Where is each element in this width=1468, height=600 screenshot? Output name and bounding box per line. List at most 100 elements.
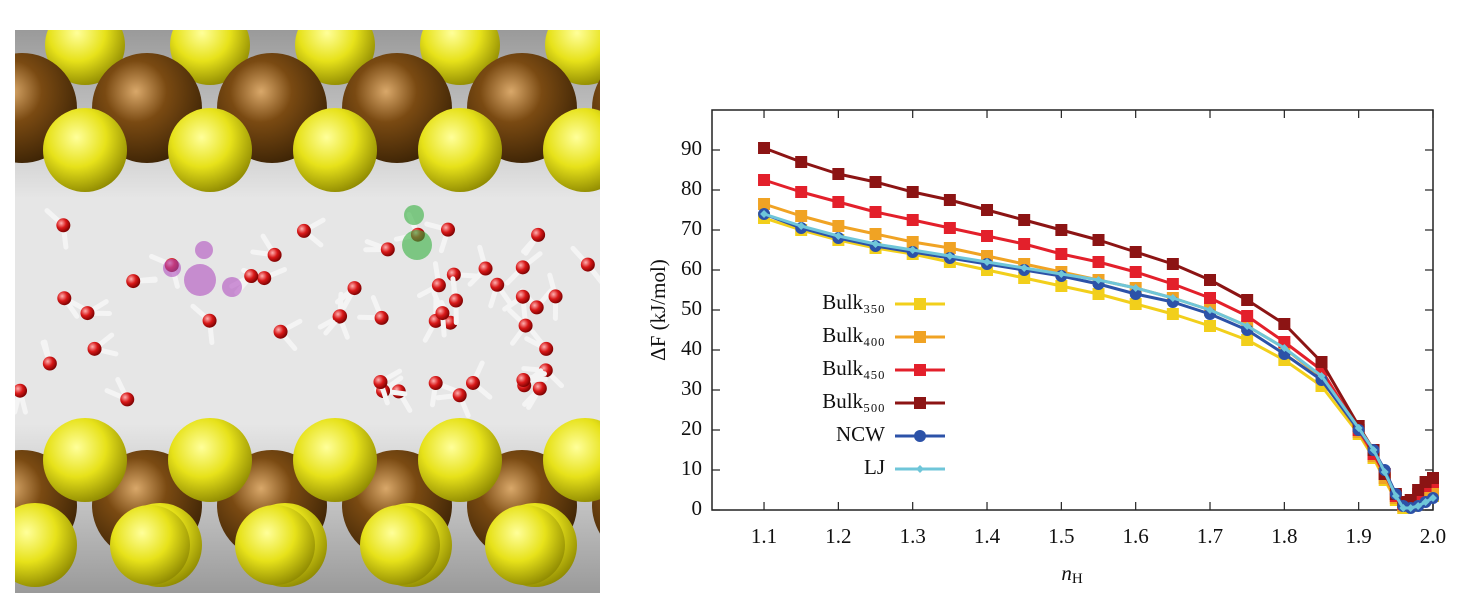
legend-marker [914,397,926,409]
data-point [1421,498,1430,506]
legend-label: NCW [836,422,885,446]
sulfur-atom [45,30,125,85]
data-point [1315,356,1328,368]
data-point [1204,274,1217,286]
y-tick-label: 10 [681,456,702,480]
data-point [981,204,994,216]
data-point [1020,264,1029,272]
data-point [1057,270,1066,278]
data-point [1092,256,1105,268]
data-point [1380,468,1389,476]
x-tick-label: 2.0 [1420,524,1446,548]
data-point [1204,292,1217,304]
legend-label: Bulk₅₀₀ [822,389,885,413]
data-point [1399,504,1408,512]
sulfur-atom [15,503,77,587]
data-point [795,210,808,222]
y-tick-label: 50 [681,296,702,320]
oxygen-atom [15,383,28,398]
oxygen-atom [296,223,311,238]
data-point [1018,214,1031,226]
oxygen-atom [257,271,272,286]
sulfur-atom [418,108,502,192]
data-point [1092,234,1105,246]
data-point [871,240,880,248]
sulfur-atom [610,505,690,585]
sulfur-atom [168,418,252,502]
legend-marker [914,430,926,442]
oxygen-atom [539,341,554,356]
x-tick-label: 1.3 [900,524,926,548]
legend-marker [916,465,924,473]
x-tick-label: 1.2 [825,524,851,548]
y-tick-label: 90 [681,136,702,160]
oxygen-atom [267,247,282,262]
y-tick-label: 20 [681,416,702,440]
x-tick-label: 1.6 [1123,524,1149,548]
sulfur-atom [543,418,600,502]
oxygen-atom [56,218,71,233]
oxygen-atom [548,289,563,304]
plot-frame [711,109,1434,511]
y-tick-label: 40 [681,336,702,360]
sulfur-atom [670,5,750,85]
data-point [1278,318,1291,330]
data-point [1168,294,1177,302]
sulfur-atom [235,505,315,585]
data-point [797,222,806,230]
y-tick-label: 30 [681,376,702,400]
oxygen-atom [465,375,480,390]
oxygen-atom [580,257,595,272]
data-point [1406,504,1415,512]
highlighted-proton [404,205,424,225]
y-tick-label: 0 [692,496,703,520]
x-tick-label: 1.1 [751,524,777,548]
x-axis-label: nH [1061,561,1083,588]
oxygen-atom [431,278,446,293]
data-point [943,222,956,234]
legend-label: Bulk₄₀₀ [822,323,885,347]
oxygen-atom [478,261,493,276]
data-point [1206,306,1215,314]
x-tick-label: 1.8 [1271,524,1297,548]
data-point [869,228,882,240]
x-tick-label: 1.7 [1197,524,1223,548]
oxygen-atom [126,274,141,289]
legend-label: Bulk₄₅₀ [822,356,885,380]
highlighted-ion [222,277,242,297]
sulfur-atom [170,30,250,85]
y-axis-label: ΔF (kJ/mol) [646,259,670,361]
oxygen-atom [87,341,102,356]
data-point [1414,502,1423,510]
oxygen-atom [57,291,72,306]
data-point [981,230,994,242]
legend-marker [914,364,926,376]
data-point [869,206,882,218]
oxygen-atom [202,313,217,328]
data-point [1129,288,1142,300]
data-point [1429,494,1437,502]
sulfur-atom [293,108,377,192]
data-point [1166,278,1179,290]
data-point [758,198,771,210]
chart: ΔF (kJ/mol) nH 0 10 20 30 40 50 60 70 80 90 1.1 1.2… [646,109,1446,588]
data-point [1241,334,1254,346]
data-point [1131,284,1140,292]
oxygen-atom [244,269,259,284]
sulfur-atom [360,505,440,585]
x-tick-label: 1.4 [974,524,1001,548]
oxygen-atom [446,267,461,282]
oxygen-atom [515,289,530,304]
data-point [1055,248,1068,260]
sulfur-atom [543,108,600,192]
legend-marker [914,331,926,343]
oxygen-atom [532,381,547,396]
data-point [758,142,771,154]
data-point [906,214,919,226]
data-point [832,168,845,180]
oxygen-atom [428,376,443,391]
oxygen-atom [333,309,348,324]
oxygen-atom [273,324,288,339]
sulfur-atom [618,503,702,587]
oxygen-atom [518,318,533,333]
